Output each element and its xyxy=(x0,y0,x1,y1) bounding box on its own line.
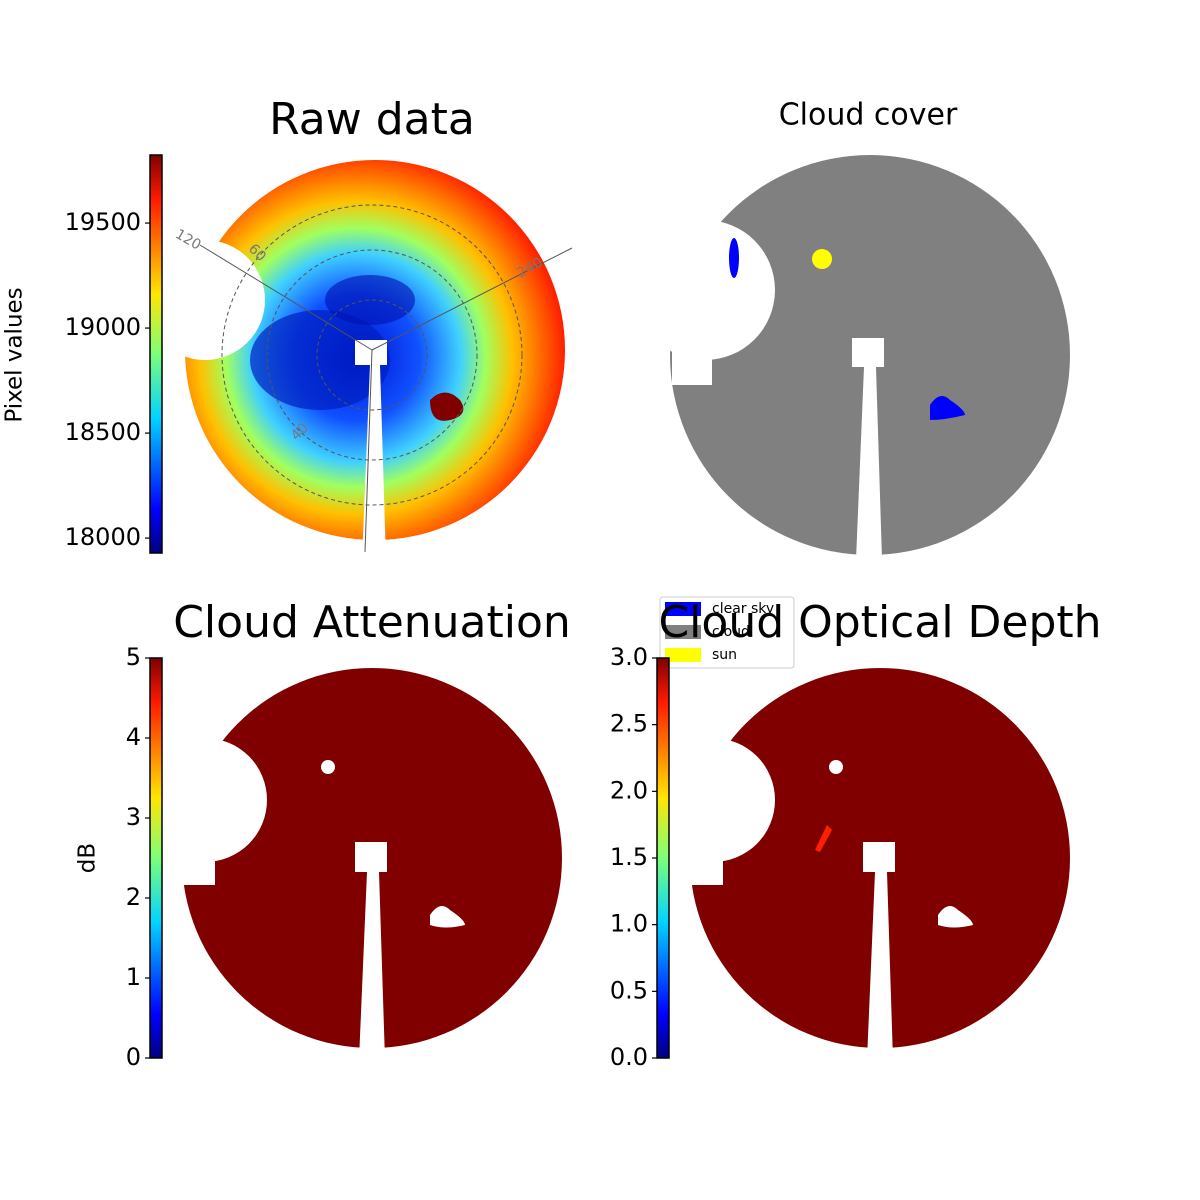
colorbar-tick-label: 1.0 xyxy=(610,910,648,938)
attenuation-image xyxy=(143,668,562,1060)
legend-label: cloud xyxy=(712,624,750,640)
panel-title: Cloud Attenuation xyxy=(173,597,571,648)
colorbar-tick-label: 18500 xyxy=(65,418,141,446)
colorbar-tick-label: 1.5 xyxy=(610,843,648,871)
colorbar-tick-label: 18000 xyxy=(65,523,141,551)
colorbar xyxy=(656,657,670,1059)
optical-depth-image xyxy=(651,668,1070,1060)
legend-label: sun xyxy=(712,647,737,663)
colorbar-tick-label: 19500 xyxy=(65,208,141,236)
legend-swatch xyxy=(665,602,701,616)
colorbar-tick-label: 0 xyxy=(126,1043,141,1071)
panel-title: Cloud Optical Depth xyxy=(658,597,1101,648)
colorbar-tick-label: 1 xyxy=(126,963,141,991)
cloud-cover-image xyxy=(635,155,1070,560)
colorbar xyxy=(149,154,163,554)
colorbar-tick-label: 0.5 xyxy=(610,976,648,1004)
colorbar-tick-label: 5 xyxy=(126,643,141,671)
colorbar-tick-label: 2 xyxy=(126,883,141,911)
panel-title: Cloud cover xyxy=(779,98,958,133)
colorbar-tick-label: 0.0 xyxy=(610,1043,648,1071)
colorbar-label: Pixel values xyxy=(2,287,28,422)
legend-swatch xyxy=(665,625,701,639)
raw-image xyxy=(145,160,573,560)
legend-swatch xyxy=(665,648,701,662)
colorbar-tick-label: 2.5 xyxy=(610,710,648,738)
colorbar-tick-label: 4 xyxy=(126,723,141,751)
panel-title: Raw data xyxy=(269,94,475,145)
colorbar-label: dB xyxy=(75,843,101,873)
legend-label: clear sky xyxy=(712,601,774,617)
colorbar xyxy=(149,657,163,1059)
colorbar-tick-label: 19000 xyxy=(65,313,141,341)
colorbar-tick-label: 2.0 xyxy=(610,776,648,804)
colorbar-tick-label: 3.0 xyxy=(610,643,648,671)
colorbar-tick-label: 3 xyxy=(126,803,141,831)
